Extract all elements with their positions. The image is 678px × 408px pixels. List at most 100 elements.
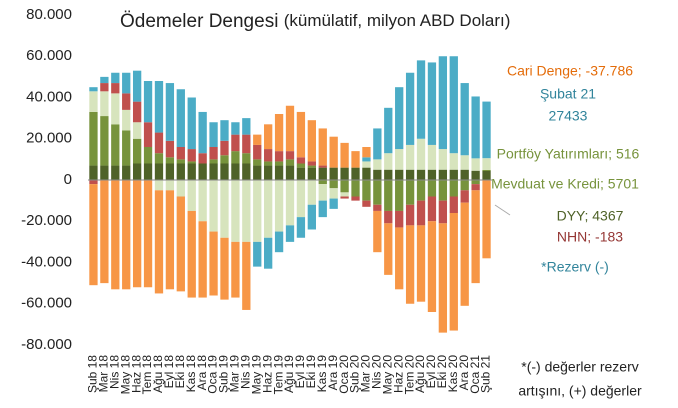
bar-segment: [416, 60, 426, 139]
bar-segment: [209, 159, 218, 164]
bar-segment: [231, 134, 240, 152]
bar-segment: [471, 184, 480, 191]
bar-segment: [416, 138, 426, 170]
bar-segment: [154, 163, 164, 180]
bar-segment: [427, 196, 437, 222]
bar-segment: [340, 142, 349, 168]
bar-segment: [285, 159, 295, 166]
x-tick-label: Ara 20: [457, 355, 471, 391]
bar-segment: [405, 204, 415, 226]
y-tick-label: 20.000: [26, 130, 72, 147]
y-tick-label: 60.000: [26, 47, 72, 64]
y-tick-label: -60.000: [21, 295, 72, 312]
bar-segment: [154, 190, 164, 294]
bar-segment: [307, 180, 316, 205]
bar-segment: [220, 163, 229, 180]
bar-segment: [198, 180, 207, 222]
bar-segment: [111, 83, 120, 94]
bar-segment: [416, 200, 426, 226]
bar-segment: [132, 101, 142, 123]
x-tick-label: Kas 18: [184, 355, 198, 393]
bar-segment: [471, 190, 480, 284]
y-tick-label: 40.000: [26, 88, 72, 105]
bar-segment: [111, 165, 120, 180]
bar-segment: [122, 93, 131, 110]
x-tick-label: Şub 20: [348, 355, 362, 393]
bar-segment: [373, 210, 382, 253]
bar-segment: [220, 155, 229, 164]
bar-segment: [285, 225, 295, 242]
bar-segment: [143, 122, 153, 147]
bar-segment: [100, 165, 109, 180]
legend-label: Portföy Yatırımları; 516: [497, 146, 640, 162]
x-tick-label: Haz 18: [129, 355, 143, 393]
x-tick-label: Kas 19: [315, 355, 329, 393]
bar-segment: [416, 180, 426, 201]
y-tick-label: 80.000: [26, 6, 72, 23]
bar-segment: [165, 83, 175, 141]
rezerv-note: Şubat 21: [540, 86, 596, 102]
bar-segment: [89, 91, 98, 112]
bar-segment: [384, 223, 393, 275]
y-tick-label: -80.000: [21, 336, 72, 353]
bar-segment: [329, 198, 338, 209]
bar-segment: [427, 144, 437, 170]
bar-segment: [340, 192, 349, 197]
bar-segment: [165, 190, 175, 290]
bar-segment: [384, 210, 393, 224]
x-tick-label: Mar 20: [359, 355, 373, 393]
x-tick-label: Mar 19: [228, 355, 242, 393]
bar-segment: [264, 161, 273, 166]
bar-segment: [231, 122, 240, 135]
bar-segment: [176, 163, 185, 180]
x-tick-label: Eki 18: [173, 355, 187, 389]
y-tick-label: -20.000: [21, 212, 72, 229]
bar-segment: [187, 161, 196, 164]
bar-segment: [187, 210, 196, 298]
x-tick-label: Şub 21: [479, 355, 493, 393]
bar-segment: [274, 180, 284, 232]
bar-segment: [253, 144, 262, 160]
bar-segment: [449, 56, 458, 154]
bar-segment: [253, 159, 262, 166]
bar-segment: [165, 157, 175, 164]
bar-segment: [132, 163, 142, 180]
bar-segment: [296, 157, 306, 164]
bar-segment: [187, 180, 196, 211]
x-tick-label: Oca 19: [206, 355, 220, 394]
y-tick-label: -40.000: [21, 253, 72, 270]
connector: [494, 204, 511, 216]
bar-segment: [111, 93, 120, 125]
bar-segment: [274, 151, 284, 162]
x-tick-label: Şub 18: [86, 355, 100, 393]
legend-label: *Rezerv (-): [541, 259, 609, 275]
x-tick-label: Ağu 18: [151, 355, 165, 393]
bar-segment: [340, 167, 349, 180]
bar-segment: [100, 116, 109, 166]
bar-segment: [100, 91, 109, 117]
bar-segment: [187, 163, 196, 180]
x-tick-label: Nis 20: [370, 355, 384, 389]
bar-segment: [89, 180, 98, 185]
x-tick-label: Nis 19: [238, 355, 252, 389]
bar-segment: [405, 180, 415, 205]
bar-segment: [395, 169, 404, 180]
bar-segment: [285, 180, 295, 226]
bar-segment: [373, 180, 382, 205]
bar-segment: [460, 155, 469, 170]
bar-segment: [220, 120, 229, 141]
bar-segment: [274, 114, 284, 152]
bar-segment: [100, 76, 109, 84]
bar-segment: [373, 159, 382, 170]
bar-segment: [122, 130, 131, 166]
bar-segment: [362, 157, 371, 162]
bar-segment: [165, 163, 175, 180]
bar-segment: [329, 167, 338, 180]
bar-segment: [329, 188, 338, 199]
x-tick-label: Haz 20: [391, 355, 405, 393]
bar-segment: [198, 153, 207, 164]
bar-segment: [132, 122, 142, 139]
x-tick-label: Eki 19: [304, 355, 318, 389]
x-tick-label: May 18: [118, 355, 132, 395]
